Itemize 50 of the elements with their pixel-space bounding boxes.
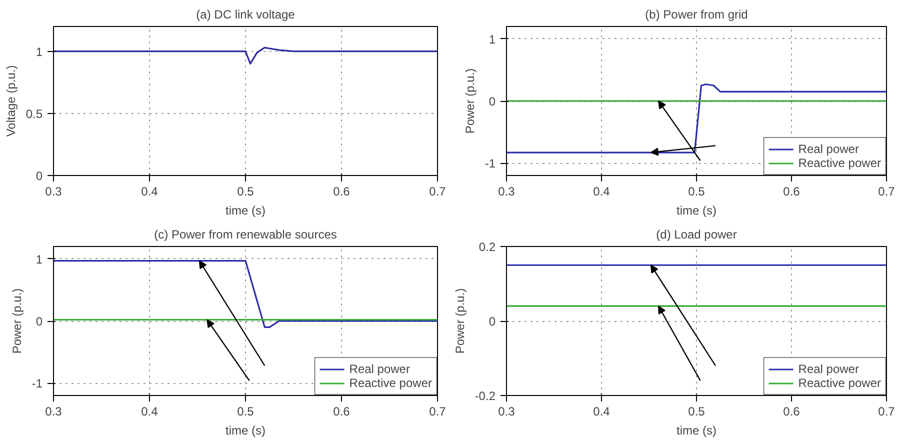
y-tick-label: 1 xyxy=(488,32,496,46)
x-tick-label: 0.5 xyxy=(688,184,706,198)
y-tick-label: 1 xyxy=(36,252,43,266)
legend-label: Real power xyxy=(798,362,859,376)
x-axis-title: time (s) xyxy=(676,204,716,218)
x-tick-label: 0.7 xyxy=(878,404,896,418)
y-axis-title: Power (p.u.) xyxy=(10,288,24,354)
legend-label: Reactive power xyxy=(798,156,881,170)
legend-label: Real power xyxy=(349,362,410,376)
x-tick-label: 0.3 xyxy=(498,184,516,198)
chart-title: (a) DC link voltage xyxy=(196,8,296,22)
y-tick-label: -0.2 xyxy=(474,389,496,403)
x-tick-label: 0.6 xyxy=(333,184,350,198)
x-axis-title: time (s) xyxy=(226,204,266,218)
y-tick-label: 0 xyxy=(488,94,496,108)
x-tick-label: 0.3 xyxy=(45,184,62,198)
x-tick-label: 0.7 xyxy=(429,184,446,198)
y-tick-label: 0 xyxy=(36,169,43,183)
y-tick-label: -1 xyxy=(32,376,43,391)
x-tick-label: 0.6 xyxy=(783,184,800,198)
x-tick-label: 0.3 xyxy=(498,404,516,418)
y-tick-label: 0.2 xyxy=(478,240,496,254)
legend-label: Reactive power xyxy=(798,376,881,390)
chart-title: (d) Load power xyxy=(656,228,737,242)
x-tick-label: 0.4 xyxy=(141,404,158,418)
y-axis-title: Power (p.u.) xyxy=(452,288,467,354)
legend-label: Real power xyxy=(798,142,859,156)
x-tick-label: 0.4 xyxy=(593,404,610,418)
y-tick-label: 0 xyxy=(488,314,496,328)
y-tick-label: -1 xyxy=(484,156,496,171)
x-tick-label: 0.6 xyxy=(783,404,800,418)
y-axis-title: Voltage (p.u.) xyxy=(4,65,18,137)
x-axis-title: time (s) xyxy=(226,424,266,438)
y-axis-title: Power (p.u.) xyxy=(462,68,477,134)
x-tick-label: 0.7 xyxy=(429,404,446,418)
y-tick-label: 0 xyxy=(36,314,43,328)
chart-title: (c) Power from renewable sources xyxy=(154,228,337,242)
x-tick-label: 0.5 xyxy=(688,404,706,418)
y-tick-label: 1 xyxy=(36,44,43,59)
legend-label: Reactive power xyxy=(349,376,432,390)
x-tick-label: 0.5 xyxy=(237,184,254,198)
x-tick-label: 0.6 xyxy=(333,404,350,418)
x-tick-label: 0.3 xyxy=(45,404,62,418)
x-tick-label: 0.7 xyxy=(878,184,896,198)
x-tick-label: 0.4 xyxy=(593,184,610,198)
x-tick-label: 0.4 xyxy=(141,184,158,198)
chart-title: (b) Power from grid xyxy=(645,8,748,22)
x-axis-title: time (s) xyxy=(676,424,716,438)
y-tick-label: 0.5 xyxy=(26,106,43,121)
x-tick-label: 0.5 xyxy=(237,404,254,418)
